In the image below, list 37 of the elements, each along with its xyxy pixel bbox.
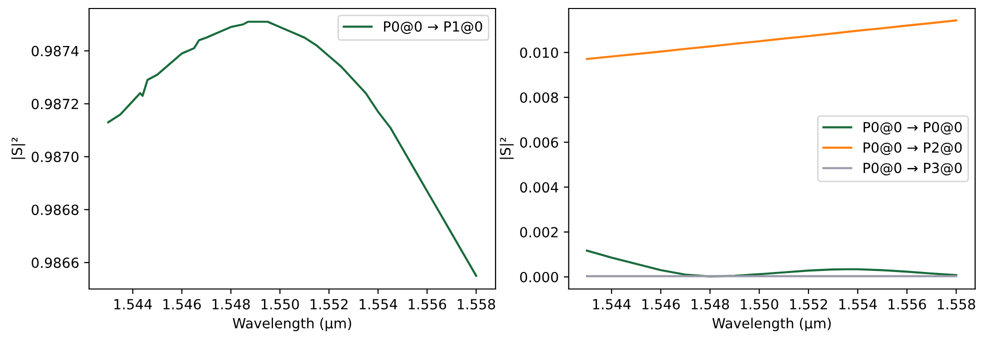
x-tick-label: 1.548: [212, 298, 250, 310]
x-tick-label: 1.550: [740, 298, 778, 310]
x-tick-label: 1.556: [408, 298, 446, 310]
legend-label: P0@0 → P0@0: [864, 122, 962, 135]
line-series: [586, 250, 958, 278]
y-tick-label: 0.002: [520, 226, 558, 238]
x-tick-label: 1.558: [938, 298, 976, 310]
line-series: [586, 19, 958, 60]
y-tick-label: 0.000: [520, 272, 558, 282]
x-tick-label: 1.544: [593, 299, 631, 310]
y-tick-label: 0.9866: [32, 258, 79, 268]
x-axis-title: Wavelength (µm): [232, 318, 352, 332]
x-tick-label: 1.546: [163, 298, 201, 310]
y-tick-label: 0.010: [520, 47, 558, 58]
y-axis-title: |S|²: [500, 138, 514, 159]
y-tick-label: 0.004: [520, 182, 558, 193]
x-tick-label: 1.556: [888, 298, 926, 310]
x-axis-title: Wavelength (µm): [712, 318, 831, 332]
x-tick-label: 1.548: [692, 298, 729, 310]
x-tick-label: 1.554: [839, 299, 877, 310]
x-tick-label: 1.552: [790, 298, 827, 310]
y-tick-label: 0.006: [520, 137, 558, 148]
y-tick-label: 0.9872: [32, 98, 78, 110]
y-tick-label: 0.9868: [32, 204, 78, 216]
legend-label: P0@0 → P2@0: [864, 142, 962, 155]
legend-label: P0@0 → P1@0: [384, 21, 482, 34]
x-tick-label: 1.558: [458, 298, 496, 310]
x-tick-label: 1.554: [360, 299, 398, 310]
y-axis-title: |S|²: [11, 138, 26, 159]
x-tick-label: 1.546: [642, 298, 680, 310]
x-tick-label: 1.552: [310, 298, 348, 310]
x-tick-label: 1.550: [262, 298, 299, 310]
y-tick-label: 0.008: [520, 92, 558, 103]
y-tick-label: 0.9870: [32, 152, 78, 162]
x-tick-label: 1.544: [114, 299, 152, 310]
y-tick-label: 0.9874: [32, 46, 79, 56]
legend-label: P0@0 → P3@0: [864, 162, 962, 176]
